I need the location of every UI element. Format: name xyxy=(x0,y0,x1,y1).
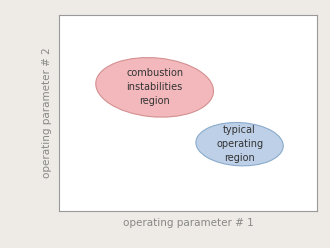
Text: typical
operating
region: typical operating region xyxy=(216,125,263,163)
Text: combustion
instabilities
region: combustion instabilities region xyxy=(126,68,183,106)
X-axis label: operating parameter # 1: operating parameter # 1 xyxy=(123,218,253,228)
Y-axis label: operating parameter # 2: operating parameter # 2 xyxy=(43,47,52,178)
Ellipse shape xyxy=(196,123,283,166)
Ellipse shape xyxy=(96,58,214,117)
